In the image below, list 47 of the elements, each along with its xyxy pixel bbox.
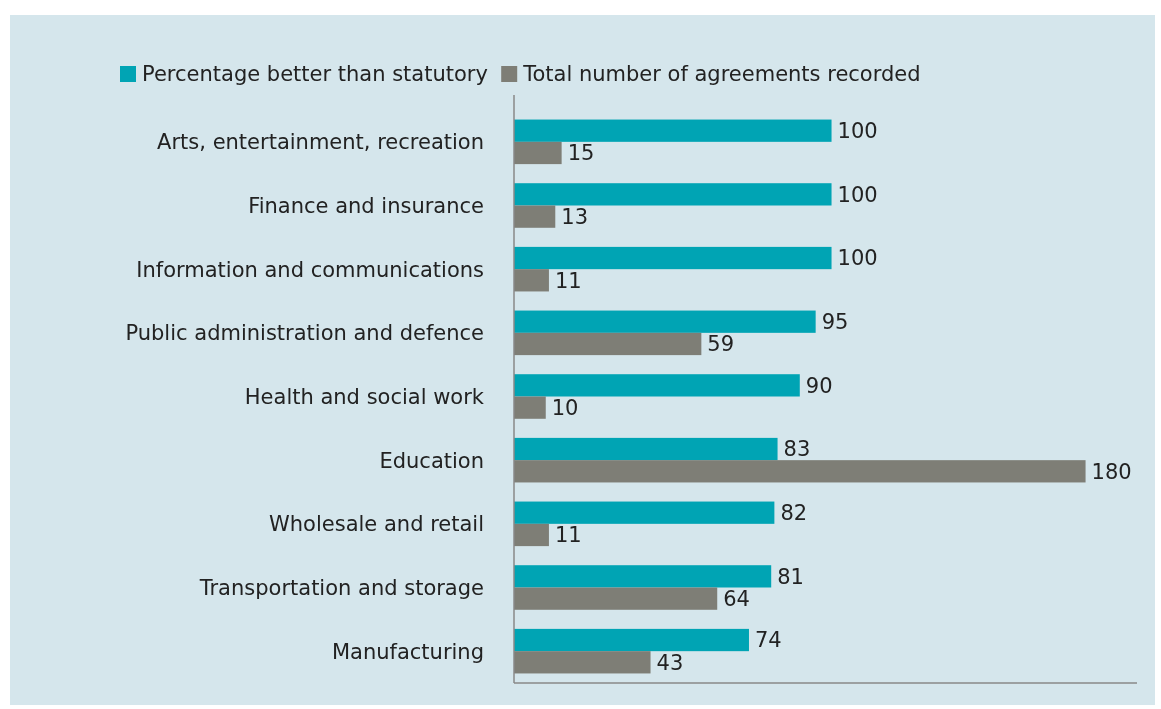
- data-label: 11: [554, 523, 582, 548]
- data-label: 100: [837, 182, 878, 207]
- bar: [514, 460, 1086, 483]
- bar: [514, 523, 549, 547]
- data-label: 10: [551, 395, 579, 420]
- bar: [514, 374, 800, 397]
- data-label: 82: [780, 501, 808, 526]
- y-tick-label: Public administration and defence: [125, 321, 484, 346]
- data-label: 100: [837, 246, 878, 271]
- data-label: 64: [723, 586, 750, 611]
- y-tick-label: Information and communications: [136, 257, 484, 282]
- bar: [514, 310, 816, 333]
- data-label: 59: [707, 332, 735, 357]
- data-label: 43: [656, 650, 684, 675]
- bar: [514, 205, 556, 228]
- y-tick-label: Finance and insurance: [248, 193, 484, 218]
- bar: [514, 628, 749, 652]
- y-tick-label: Health and social work: [244, 384, 485, 409]
- bar: [514, 183, 832, 206]
- bar: [514, 332, 702, 356]
- bar: [514, 269, 549, 292]
- bar: [514, 437, 778, 461]
- data-label: 100: [837, 119, 878, 144]
- bar: [514, 119, 832, 142]
- y-tick-label: Arts, entertainment, recreation: [157, 130, 484, 155]
- data-label: 90: [805, 373, 833, 398]
- bar: [514, 587, 718, 610]
- data-label: 83: [783, 437, 811, 462]
- y-tick-label: Education: [379, 448, 484, 473]
- legend-label: Percentage better than statutory: [142, 62, 488, 87]
- data-label: 13: [561, 204, 589, 229]
- data-label: 180: [1091, 459, 1132, 484]
- bar: [514, 141, 562, 165]
- y-tick-label: Wholesale and retail: [269, 512, 484, 537]
- y-tick-label: Manufacturing: [331, 639, 484, 664]
- bar: [514, 565, 772, 588]
- bar: [514, 396, 546, 419]
- y-tick-label: Transportation and storage: [198, 575, 484, 600]
- data-label: 81: [777, 564, 804, 589]
- bar: [514, 246, 832, 270]
- legend-label: Total number of agreements recorded: [522, 62, 921, 87]
- bar: [514, 651, 651, 674]
- data-label: 74: [754, 628, 782, 653]
- data-label: 95: [821, 310, 849, 335]
- data-label: 15: [567, 141, 595, 166]
- data-label: 11: [554, 268, 582, 293]
- bar: [514, 501, 775, 524]
